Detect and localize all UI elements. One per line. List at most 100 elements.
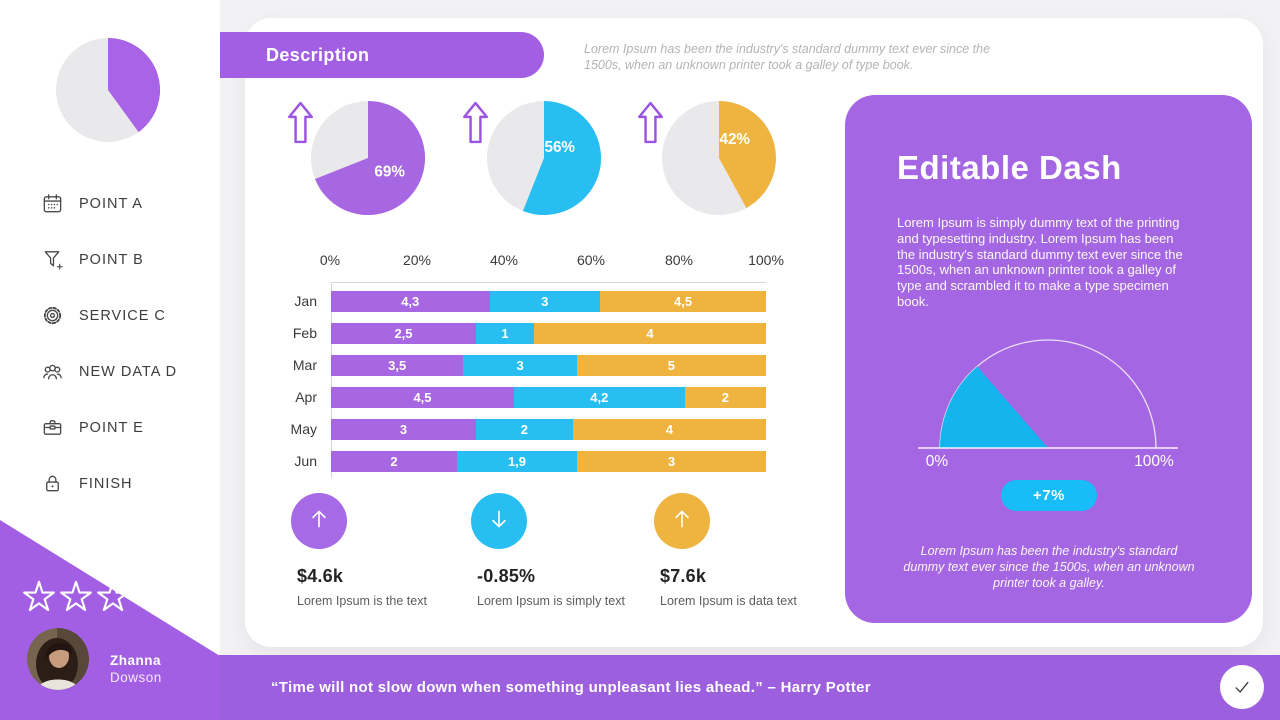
avatar (27, 628, 89, 690)
bar-row-jan: Jan 4,3 3 4,5 (275, 285, 766, 317)
gauge-max-label: 100% (1134, 453, 1174, 470)
sidebar-item-point-b[interactable]: POINT B (0, 245, 220, 274)
bar-track: 4,5 4,2 2 (331, 386, 766, 408)
bar-row-feb: Feb 2,5 1 4 (275, 317, 766, 349)
star-icon (59, 577, 93, 617)
kpi-block-2: -0.85% Lorem Ipsum is simply text (471, 493, 656, 608)
pie-chart-2: 56% (486, 100, 602, 216)
sidebar-item-point-a[interactable]: POINT A (0, 189, 220, 218)
bar-track: 2 1,9 3 (331, 450, 766, 472)
bar-category-label: Mar (292, 357, 317, 373)
sidebar: POINT A POINT B SERVICE C NEW DATA D POI… (0, 0, 220, 720)
x-axis-tick: 80% (664, 252, 694, 268)
section-header-pill: Description (220, 32, 544, 78)
panel-footnote: Lorem Ipsum has been the industry's stan… (903, 544, 1195, 590)
bar-segment: 4,5 (331, 386, 514, 408)
bar-segment: 1,9 (457, 450, 577, 472)
bar-track: 4,3 3 4,5 (331, 290, 766, 312)
bar-segment: 3 (331, 418, 476, 440)
briefcase-icon (41, 416, 64, 439)
bar-category-label: Jan (294, 293, 317, 309)
panel-title: Editable Dash (897, 149, 1122, 186)
kpi-value: $4.6k (297, 566, 344, 586)
sidebar-item-label: SERVICE C (79, 307, 166, 324)
bar-segment: 4,3 (331, 290, 490, 312)
sidebar-menu: POINT A POINT B SERVICE C NEW DATA D POI… (0, 189, 220, 498)
gauge-value-badge: +7% (1001, 480, 1097, 511)
footer-bar: “Time will not slow down when something … (219, 655, 1280, 720)
rating-stars (22, 577, 134, 617)
sidebar-item-new-data-d[interactable]: NEW DATA D (0, 357, 220, 386)
kpi-caption: Lorem Ipsum is simply text (477, 594, 625, 608)
bar-segment: 4 (533, 322, 766, 344)
x-axis-tick: 0% (319, 252, 341, 268)
lock-icon (41, 472, 64, 495)
bar-segment: 3 (576, 450, 766, 472)
confirm-button[interactable] (1220, 665, 1264, 709)
kpi-block-1: $4.6k Lorem Ipsum is the text (291, 493, 476, 608)
check-icon (1235, 681, 1249, 693)
sidebar-item-label: POINT A (79, 195, 143, 212)
bar-segment: 2,5 (331, 322, 476, 344)
kpi-trend-circle (471, 493, 527, 549)
users-icon (41, 360, 64, 383)
section-subtitle: Lorem Ipsum has been the industry's stan… (584, 42, 991, 72)
pie-chart-1: 69% (310, 100, 426, 216)
kpi-caption: Lorem Ipsum is data text (660, 594, 797, 608)
bar-category-label: May (290, 421, 317, 437)
stacked-bar-chart: 0% 20% 40% 60% 80% 100% Jan 4,3 3 4,5 Feb 2,5 1 4 M… (275, 252, 784, 480)
svg-text:69%: 69% (374, 164, 405, 181)
bar-track: 3,5 3 5 (331, 354, 766, 376)
kpi-caption: Lorem Ipsum is the text (297, 594, 427, 608)
kpi-block-3: $7.6k Lorem Ipsum is data text (654, 493, 839, 608)
sidebar-item-label: POINT E (79, 419, 144, 436)
bar-rows: Jan 4,3 3 4,5 Feb 2,5 1 4 Mar 3,5 3 5 Apr 4,5 4,2 2… (275, 285, 766, 477)
gauge-chart (918, 339, 1178, 449)
trend-up-outline-icon (463, 101, 488, 144)
trend-up-outline-icon (288, 101, 313, 144)
svg-text:42%: 42% (719, 131, 750, 148)
panel-body-text: Lorem Ipsum is simply dummy text of the … (897, 215, 1183, 309)
bar-segment: 2 (475, 418, 573, 440)
editable-dash-panel: Editable Dash Lorem Ipsum is simply dumm… (845, 95, 1252, 623)
gauge-wedge (940, 366, 1048, 448)
bar-segment: 2 (684, 386, 766, 408)
calendar-icon (41, 192, 64, 215)
bar-segment: 2 (331, 450, 458, 472)
bar-row-mar: Mar 3,5 3 5 (275, 349, 766, 381)
bar-track: 2,5 1 4 (331, 322, 766, 344)
sidebar-item-point-e[interactable]: POINT E (0, 413, 220, 442)
avatar-photo (27, 628, 89, 690)
bar-category-label: Apr (295, 389, 317, 405)
trend-up-outline-icon (638, 101, 663, 144)
x-axis-tick: 60% (576, 252, 606, 268)
x-axis-tick: 100% (748, 252, 784, 268)
bar-segment: 4,5 (600, 290, 766, 312)
x-axis-tick: 40% (489, 252, 519, 268)
pie-chart-3: 42% (661, 100, 777, 216)
bar-segment: 3 (463, 354, 577, 376)
plot-frame (331, 282, 766, 478)
svg-text:56%: 56% (544, 139, 575, 156)
bar-row-jun: Jun 2 1,9 3 (275, 445, 766, 477)
bar-row-apr: Apr 4,5 4,2 2 (275, 381, 766, 413)
bar-segment: 3 (489, 290, 601, 312)
logo-pie-icon (56, 38, 160, 142)
kpi-trend-circle (654, 493, 710, 549)
arrow-up-icon (306, 506, 332, 537)
sidebar-item-label: NEW DATA D (79, 363, 178, 380)
bar-segment: 4,2 (513, 386, 685, 408)
profile-first-name: Zhanna (110, 653, 162, 668)
sidebar-item-finish[interactable]: FINISH (0, 469, 220, 498)
bar-category-label: Jun (294, 453, 317, 469)
x-axis-ticks: 0% 20% 40% 60% 80% 100% (275, 252, 784, 272)
bar-category-label: Feb (292, 325, 317, 341)
sidebar-item-label: POINT B (79, 251, 144, 268)
star-icon (96, 577, 130, 617)
sidebar-item-service-c[interactable]: SERVICE C (0, 301, 220, 330)
profile-last-name: Dowson (110, 670, 162, 685)
x-axis-tick: 20% (402, 252, 432, 268)
